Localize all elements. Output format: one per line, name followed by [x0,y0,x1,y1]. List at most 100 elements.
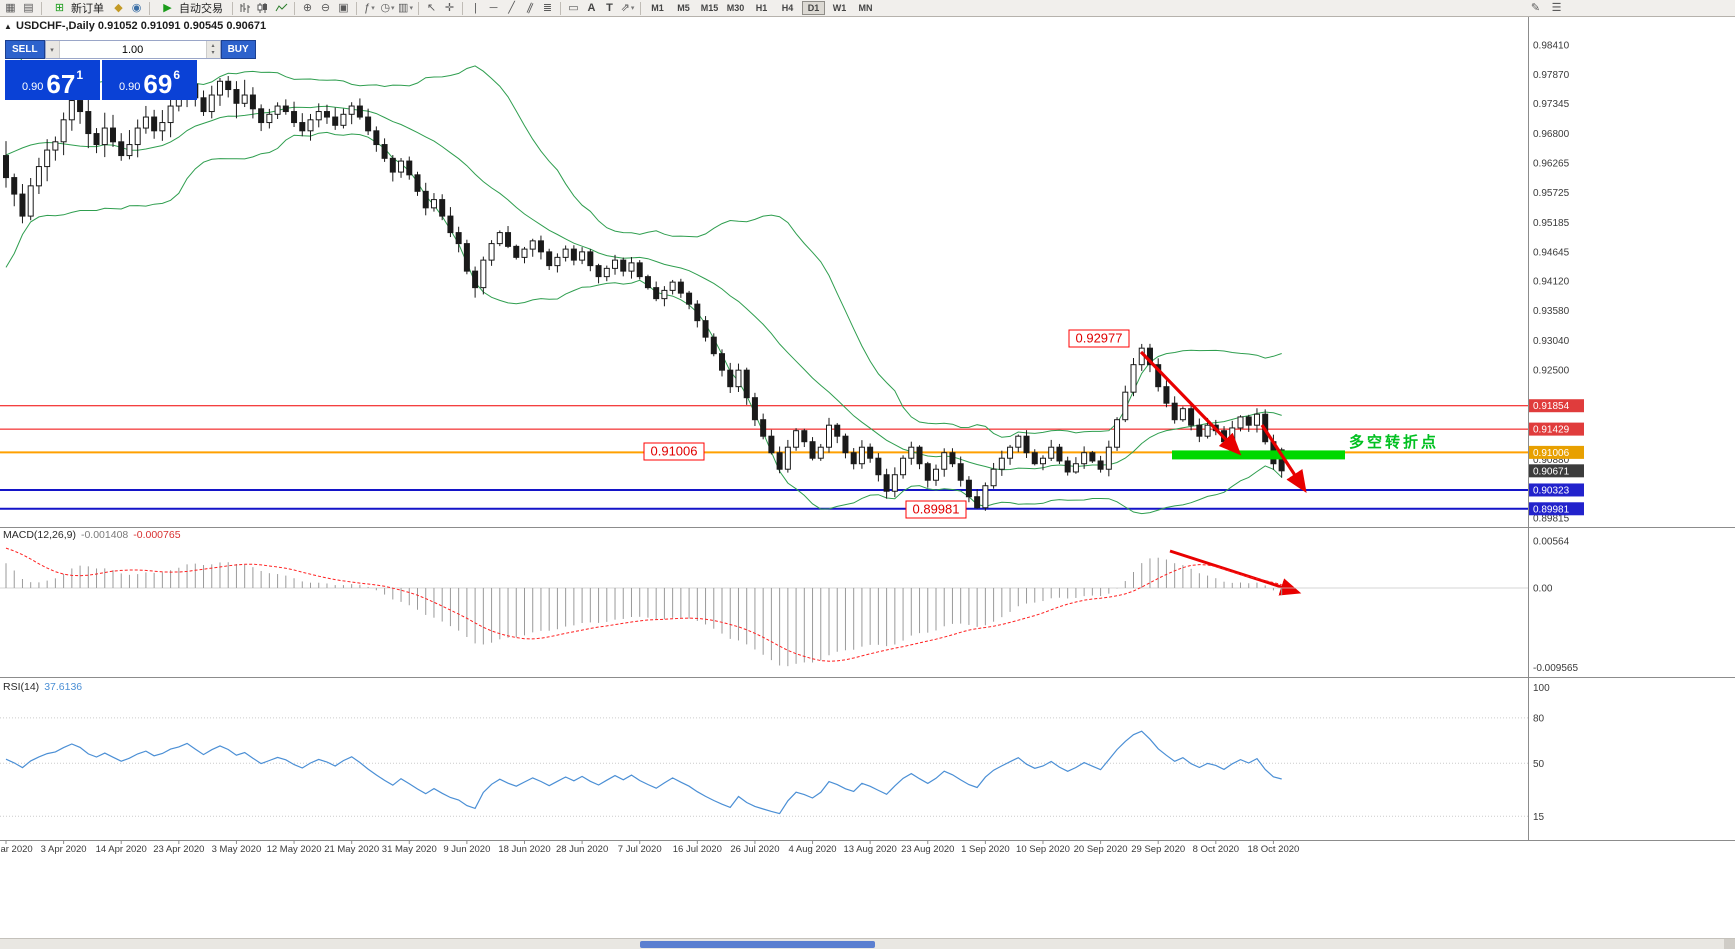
svg-text:0.96265: 0.96265 [1533,158,1570,169]
svg-text:26 Jul 2020: 26 Jul 2020 [730,844,779,855]
autotrade-play-icon: ▶ [163,1,172,14]
timeframe-w1[interactable]: W1 [828,1,851,15]
fibonacci-icon[interactable]: ≣ [542,1,553,14]
candlestick-chart-icon[interactable] [255,1,272,16]
timeframe-h4[interactable]: H4 [776,1,799,15]
timeframe-mn[interactable]: MN [854,1,877,15]
cursor-icon[interactable]: ↖ [426,1,437,14]
svg-text:0.95725: 0.95725 [1533,188,1570,199]
lot-size-input[interactable] [59,41,206,58]
macd-value-main: -0.001408 [80,529,129,541]
tile-windows-icon[interactable]: ▣ [338,1,349,14]
timeframe-h1[interactable]: H1 [750,1,773,15]
trend-arrow[interactable] [1260,424,1307,494]
toolbar-separator [462,1,463,15]
profiles-icon[interactable]: ▤ [23,1,34,14]
buy-price-button[interactable]: 0.90 69 6 [102,60,197,100]
chevron-down-icon: ▾ [409,4,413,12]
svg-text:7 Jul 2020: 7 Jul 2020 [618,844,662,855]
market-watch-icon[interactable]: ◆ [114,1,123,14]
scrollbar-thumb[interactable] [640,941,875,948]
collapse-panel-icon[interactable]: ▲ [4,22,12,31]
macd-trend-arrow[interactable] [1169,549,1302,596]
svg-text:0.94120: 0.94120 [1533,277,1570,288]
new-chart-icon[interactable]: ▦ [5,1,16,14]
periods-glyph: ◷ [380,1,391,14]
scrollbar-corner [1724,939,1735,949]
lot-dropdown-icon[interactable]: ▾ [45,41,60,58]
svg-text:13 Aug 2020: 13 Aug 2020 [843,844,896,855]
shapes-icon[interactable]: ▭ [568,1,579,14]
templates-icon[interactable]: ▥ ▾ [397,1,414,16]
svg-text:0.92977: 0.92977 [1076,331,1123,346]
macd-name: MACD(12,26,9) [3,529,76,541]
bar-chart-icon[interactable] [237,1,254,16]
buy-price-main: 69 [143,68,173,99]
svg-text:0.93040: 0.93040 [1533,336,1570,347]
timeframe-m30[interactable]: M30 [724,1,747,15]
buy-price-pip: 6 [173,68,181,82]
autotrade-button[interactable]: ▶ 自动交易 [154,0,228,16]
timeframe-m5[interactable]: M5 [672,1,695,15]
timeframe-m1[interactable]: M1 [646,1,669,15]
timeframe-m15[interactable]: M15 [698,1,721,15]
turning-point-annotation: 多空转折点 [1349,434,1440,451]
macd-value-signal: -0.000765 [133,529,181,541]
svg-text:0.97870: 0.97870 [1533,70,1570,81]
navigator-icon[interactable]: ◉ [131,1,142,14]
buy-price-prefix: 0.90 [118,81,141,93]
zoom-out-icon[interactable]: ⊖ [320,1,331,14]
price-level-badge [1529,445,1584,459]
horizontal-line-icon[interactable]: ─ [489,1,498,14]
svg-text:4 Aug 2020: 4 Aug 2020 [789,844,837,855]
trade-panel-prices: 0.90 67 1 0.90 69 6 [5,60,197,100]
svg-text:0.91854: 0.91854 [1533,401,1570,412]
price-level-badge [1529,483,1584,497]
sell-price-pip: 1 [76,68,84,82]
sell-price-button[interactable]: 0.90 67 1 [5,60,100,100]
trade-panel-header: SELL ▾ ▴ ▾ BUY [5,40,256,59]
support-zone-highlight[interactable] [1172,450,1345,460]
menu-icon[interactable]: ☰ [1551,1,1562,14]
macd-label: MACD(12,26,9) -0.001408 -0.000765 [3,529,181,541]
price-annotation-box[interactable] [1068,329,1130,348]
new-order-button[interactable]: ⊞ 新订单 [46,0,109,16]
price-level-badge [1529,422,1584,436]
indicators-icon[interactable]: ƒ ▾ [361,1,378,16]
text-icon[interactable]: A [587,1,596,14]
lot-stepper[interactable]: ▴ ▾ [205,41,220,58]
chevron-down-icon: ▾ [371,4,375,12]
stepper-up-icon[interactable]: ▴ [211,42,215,49]
sell-price-main: 67 [46,68,76,99]
edit-icon[interactable]: ✎ [1530,1,1541,14]
price-level-badge [1529,399,1584,413]
price-level-badge [1529,502,1584,516]
price-annotation-box[interactable] [643,442,705,461]
text-label-icon[interactable]: T [606,1,613,14]
svg-text:50: 50 [1533,759,1545,770]
crosshair-icon[interactable]: ✛ [444,1,455,14]
vertical-line-icon[interactable]: | [474,1,477,14]
line-chart-icon[interactable] [273,1,290,16]
sell-button[interactable]: SELL [5,40,45,59]
chevron-down-icon: ▾ [391,4,395,12]
macd-histogram [5,557,1283,667]
trend-arrow[interactable] [1139,350,1242,456]
price-annotation-box[interactable] [905,500,967,519]
svg-text:0.96800: 0.96800 [1533,129,1570,140]
horizontal-scrollbar[interactable] [0,938,1735,949]
channel-icon[interactable]: ∥ [521,1,538,16]
buy-button[interactable]: BUY [220,40,256,59]
svg-text:28 Jun 2020: 28 Jun 2020 [556,844,608,855]
periods-icon[interactable]: ◷ ▾ [379,1,396,16]
arrows-tool-glyph: ⇗ [620,1,630,14]
trendline-icon[interactable]: ╱ [508,1,515,14]
date-axis[interactable] [5,841,1274,844]
zoom-in-icon[interactable]: ⊕ [302,1,313,14]
svg-text:14 Apr 2020: 14 Apr 2020 [96,844,147,855]
stepper-down-icon[interactable]: ▾ [211,49,215,56]
timeframe-d1[interactable]: D1 [802,1,825,15]
candles-series [3,75,1285,511]
arrows-tool-icon[interactable]: ⇗ ▾ [619,1,636,16]
